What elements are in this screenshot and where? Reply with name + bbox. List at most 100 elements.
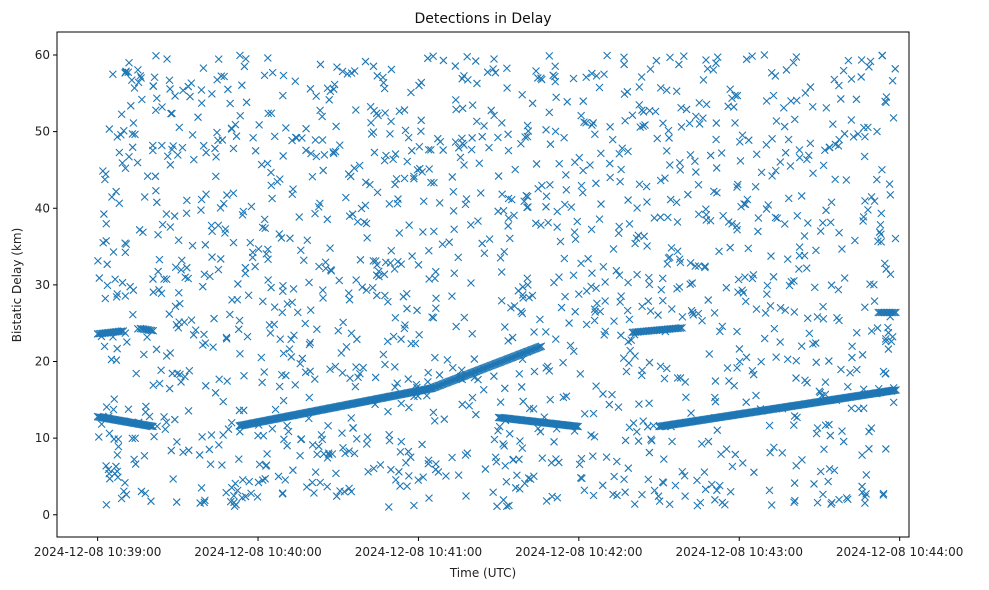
data-point	[580, 118, 588, 126]
data-point	[879, 367, 888, 376]
data-point	[97, 420, 106, 429]
data-point	[639, 122, 647, 130]
data-point	[458, 104, 467, 113]
data-point	[173, 369, 182, 378]
data-point	[722, 283, 731, 292]
y-tick-label: 10	[35, 431, 50, 445]
data-point	[450, 269, 459, 278]
data-point	[219, 397, 228, 406]
data-point	[149, 275, 157, 283]
data-point	[354, 373, 362, 382]
data-point	[449, 187, 458, 196]
data-point	[605, 400, 614, 409]
data-point	[731, 91, 740, 100]
data-point	[182, 209, 191, 218]
data-point	[410, 501, 418, 510]
data-point	[507, 195, 516, 204]
data-point	[179, 86, 187, 95]
data-point	[696, 498, 705, 507]
data-point	[207, 90, 216, 98]
data-point	[428, 313, 436, 321]
data-point	[219, 199, 228, 208]
data-point	[110, 435, 118, 443]
data-point	[197, 195, 206, 204]
data-point	[534, 424, 542, 433]
data-point	[149, 381, 158, 390]
data-point	[281, 124, 290, 132]
data-point	[812, 246, 820, 255]
data-point	[726, 85, 735, 94]
data-point	[789, 421, 798, 430]
data-point	[790, 115, 799, 124]
data-point	[803, 378, 811, 387]
data-point	[677, 103, 685, 112]
data-point	[143, 172, 152, 181]
data-point	[701, 262, 709, 271]
data-point	[715, 247, 723, 256]
data-point	[819, 302, 827, 311]
data-point	[624, 464, 633, 473]
data-point	[108, 70, 117, 79]
data-point	[105, 429, 114, 438]
data-point	[331, 147, 340, 156]
data-point	[647, 435, 655, 444]
data-point	[394, 257, 402, 266]
data-point	[188, 241, 197, 250]
data-point	[426, 145, 435, 154]
data-point	[407, 88, 415, 97]
data-point	[209, 343, 217, 352]
data-point	[431, 460, 440, 468]
data-point	[442, 472, 450, 480]
data-point	[290, 331, 298, 340]
data-point	[824, 477, 833, 486]
data-point	[813, 498, 822, 507]
data-point	[586, 161, 594, 169]
data-point	[494, 426, 502, 435]
data-point	[514, 286, 523, 295]
data-point	[223, 191, 231, 199]
data-point	[756, 405, 765, 413]
data-point	[125, 58, 133, 67]
data-point	[608, 390, 616, 399]
data-point	[569, 347, 578, 356]
data-point	[335, 141, 344, 150]
data-points	[93, 51, 900, 511]
data-point	[205, 445, 214, 454]
data-point	[806, 139, 815, 148]
data-point	[580, 486, 589, 495]
data-point	[260, 215, 269, 224]
data-point	[582, 320, 591, 329]
data-point	[439, 56, 448, 65]
data-point	[677, 122, 686, 131]
data-point	[766, 301, 775, 310]
data-point	[197, 483, 206, 492]
data-point	[667, 305, 676, 313]
data-point	[283, 421, 292, 430]
data-point	[121, 329, 130, 337]
data-point	[780, 122, 789, 131]
data-point	[323, 84, 332, 93]
data-point	[687, 409, 695, 418]
data-point	[688, 279, 697, 287]
data-point	[318, 286, 327, 295]
data-point	[494, 172, 503, 180]
data-point	[584, 254, 593, 263]
data-point	[860, 152, 869, 161]
data-point	[370, 148, 379, 157]
data-point	[848, 353, 856, 362]
data-point	[312, 325, 321, 334]
data-point	[384, 407, 392, 416]
data-point	[865, 62, 873, 71]
data-point	[547, 458, 556, 467]
data-point	[404, 471, 413, 480]
data-point	[244, 291, 253, 300]
data-point	[352, 434, 361, 443]
data-point	[686, 150, 695, 159]
data-point	[633, 204, 642, 212]
data-point	[214, 221, 223, 230]
data-point	[808, 102, 817, 111]
data-point	[769, 443, 778, 452]
data-point	[643, 242, 651, 250]
data-point	[836, 95, 845, 103]
